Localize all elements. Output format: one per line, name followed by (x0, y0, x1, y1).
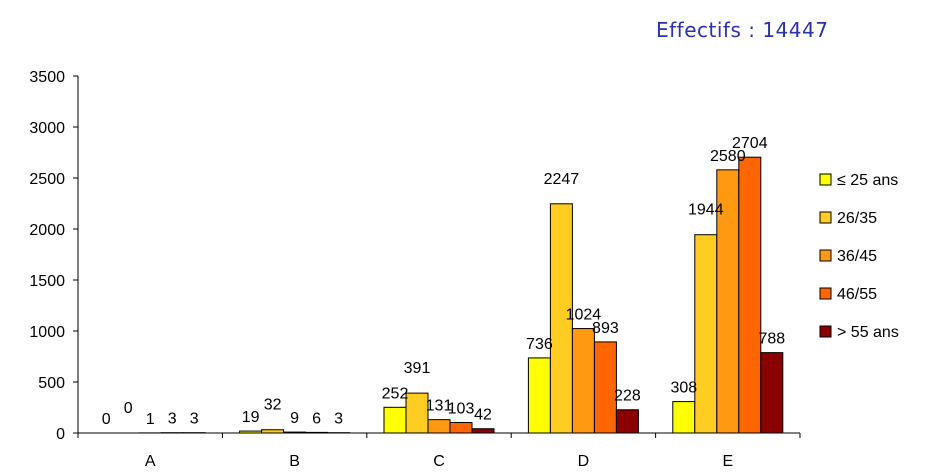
data-label: 228 (614, 388, 641, 405)
data-label: 2704 (732, 135, 768, 152)
data-label: 3 (334, 411, 343, 428)
data-label: 0 (124, 400, 133, 417)
legend-swatch (819, 211, 832, 224)
bar (615, 409, 639, 434)
y-tick-label: 2500 (29, 171, 65, 188)
x-tick-label: B (289, 453, 300, 470)
bar (261, 429, 285, 434)
bar (427, 419, 451, 434)
bar (405, 392, 429, 434)
bar (283, 431, 307, 434)
x-tick-label: D (578, 453, 590, 470)
y-tick-label: 0 (56, 426, 65, 443)
data-label: 3 (190, 411, 199, 428)
data-label: 103 (448, 400, 475, 417)
y-axis: 0 500 1000 1500 2000 2500 3000 3500 (29, 69, 79, 443)
data-label: 308 (670, 380, 697, 397)
bar (571, 328, 595, 434)
bar (672, 401, 696, 434)
bar (738, 156, 762, 434)
bar (527, 357, 551, 434)
y-tick-label: 3500 (29, 69, 65, 86)
bar (549, 203, 573, 434)
legend-swatch (819, 325, 832, 338)
data-label: 736 (526, 336, 553, 353)
legend-swatch (819, 173, 832, 186)
data-label: 0 (102, 411, 111, 428)
bar (694, 234, 718, 434)
bar (471, 428, 495, 434)
data-label: 252 (382, 385, 409, 402)
data-label: 32 (264, 397, 282, 414)
effectifs-total-label: Effectifs : 14447 (656, 18, 829, 42)
y-tick-label: 1500 (29, 273, 65, 290)
bar (239, 430, 263, 434)
legend-label: 26/35 (837, 210, 877, 227)
data-label: 19 (242, 409, 260, 426)
bars (138, 156, 784, 434)
data-label: 6 (312, 410, 321, 427)
y-tick-label: 500 (38, 375, 65, 392)
data-label: 1944 (688, 202, 724, 219)
bar (383, 406, 407, 434)
bar (760, 352, 784, 434)
data-label: 1 (146, 411, 155, 428)
legend: ≤ 25 ans 26/35 36/45 46/55 > 55 ans (819, 172, 899, 341)
x-tick-label: E (722, 453, 733, 470)
y-tick-label: 3000 (29, 120, 65, 137)
data-label: 2580 (710, 148, 746, 165)
legend-label: 36/45 (837, 248, 877, 265)
bar (305, 431, 329, 434)
data-label: 893 (592, 320, 619, 337)
data-label: 2247 (544, 171, 580, 188)
data-label: 391 (404, 360, 431, 377)
x-tick-label: C (433, 453, 445, 470)
data-label: 42 (474, 407, 492, 424)
legend-label: 46/55 (837, 286, 877, 303)
data-label: 788 (758, 331, 785, 348)
data-label: 9 (290, 410, 299, 427)
x-axis: A B C D E (77, 432, 801, 470)
x-tick-label: A (145, 453, 156, 470)
bar (449, 421, 473, 434)
data-label: 3 (168, 411, 177, 428)
bar (593, 341, 617, 434)
legend-swatch (819, 249, 832, 262)
legend-label: ≤ 25 ans (837, 172, 898, 189)
y-tick-label: 1000 (29, 324, 65, 341)
legend-swatch (819, 287, 832, 300)
data-label: 131 (426, 398, 453, 415)
legend-label: > 55 ans (837, 324, 899, 341)
data-label: 1024 (566, 307, 602, 324)
y-tick-label: 2000 (29, 222, 65, 239)
